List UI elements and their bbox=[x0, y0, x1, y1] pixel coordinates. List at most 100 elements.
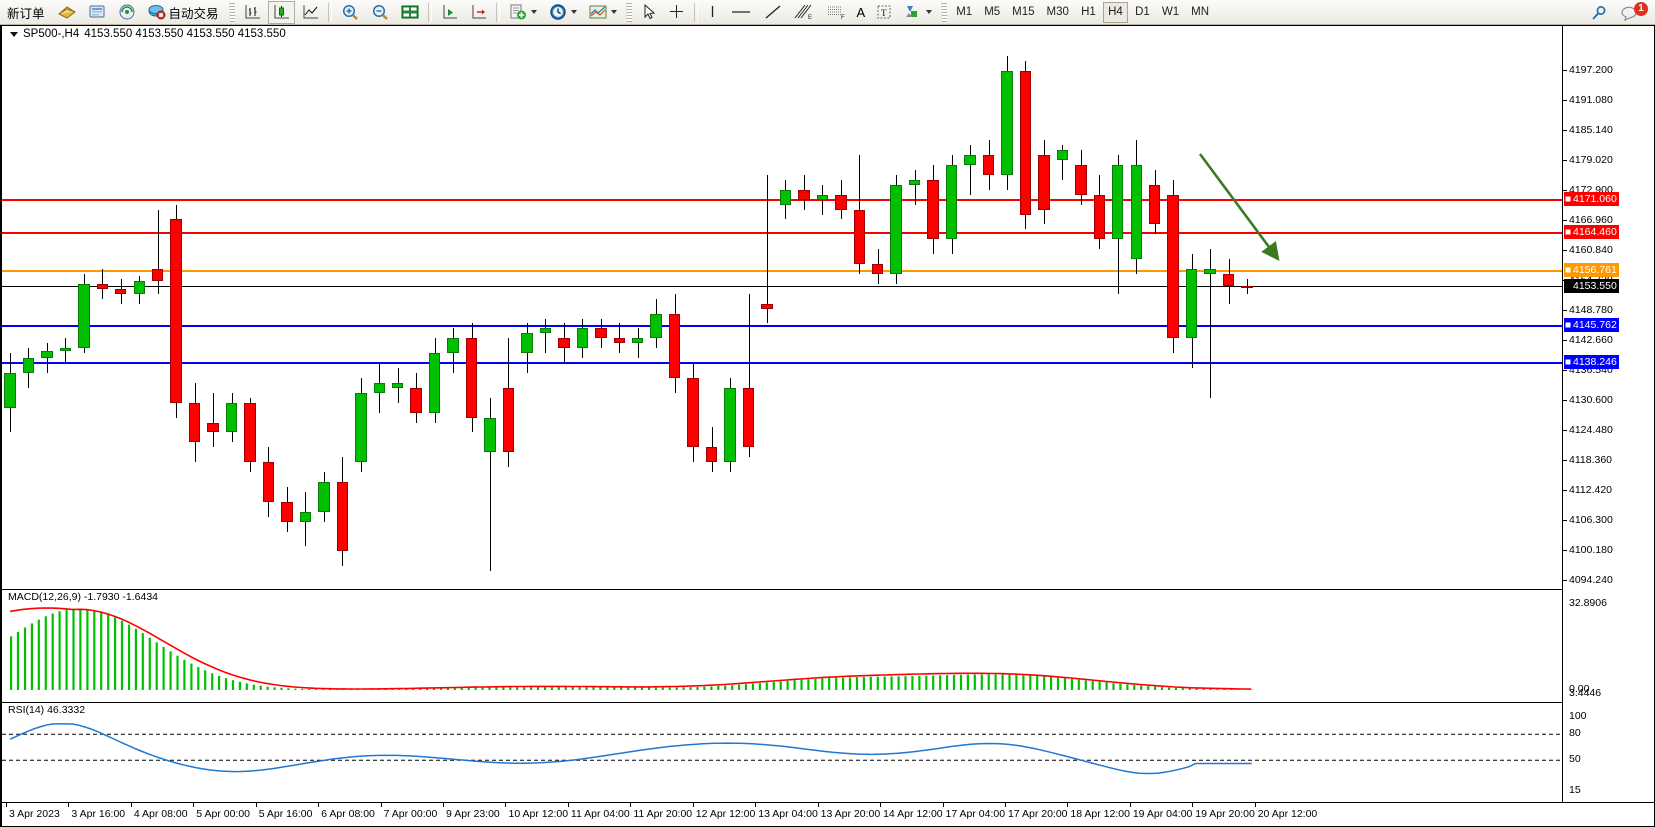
timeframe-h4[interactable]: H4 bbox=[1102, 1, 1128, 23]
new-order-button[interactable]: 新订单 bbox=[1, 1, 51, 24]
zoom-out-icon[interactable] bbox=[366, 1, 394, 24]
time-tick-label: 10 Apr 12:00 bbox=[508, 808, 569, 820]
candle-body bbox=[151, 268, 164, 282]
main-toolbar: 新订单 自动交易 bbox=[0, 0, 1655, 25]
candle-body bbox=[576, 328, 589, 349]
price-tick-label: 4094.240 bbox=[1569, 573, 1613, 586]
signals-icon[interactable] bbox=[53, 1, 81, 24]
zoom-in-icon[interactable] bbox=[336, 1, 364, 24]
price-level-handle[interactable] bbox=[1565, 322, 1571, 328]
timeframe-h1[interactable]: H1 bbox=[1081, 6, 1096, 18]
timeframe-d1[interactable]: D1 bbox=[1135, 6, 1150, 18]
toolbar-grip-2[interactable] bbox=[625, 2, 632, 22]
time-tick-mark bbox=[755, 803, 757, 807]
timeframe-m30[interactable]: M30 bbox=[1046, 6, 1069, 18]
new-order-label: 新订单 bbox=[7, 6, 45, 21]
price-level-handle[interactable] bbox=[1565, 229, 1571, 235]
time-tick-mark bbox=[1254, 803, 1256, 807]
mql5-community-icon[interactable] bbox=[113, 1, 141, 24]
price-level-line[interactable] bbox=[2, 286, 1564, 288]
text-icon[interactable]: A bbox=[856, 4, 866, 20]
time-tick-mark bbox=[193, 803, 195, 807]
price-level-handle[interactable] bbox=[1565, 359, 1571, 365]
bar-chart-icon[interactable] bbox=[239, 1, 266, 24]
chat-icon[interactable]: 1 bbox=[1615, 1, 1650, 24]
candle-body bbox=[1019, 70, 1032, 215]
time-tick-label: 13 Apr 20:00 bbox=[820, 808, 881, 820]
price-level-tag[interactable]: 4153.550 bbox=[1564, 279, 1619, 294]
scroll-end-icon[interactable] bbox=[436, 1, 463, 24]
candle-body bbox=[687, 377, 699, 448]
price-tick-mark bbox=[1563, 579, 1567, 581]
price-level-tag[interactable]: 4138.246 bbox=[1564, 354, 1619, 369]
candle-body bbox=[188, 402, 201, 443]
trendline-icon[interactable] bbox=[759, 1, 787, 24]
price-axis[interactable]: 4197.200 4191.080 4185.140 4179.020 4172.900… bbox=[1562, 26, 1654, 826]
price-level-handle[interactable] bbox=[1565, 267, 1571, 273]
time-tick-label: 3 Apr 2023 bbox=[9, 808, 60, 820]
chart-window[interactable]: SP500-,H4 4153.550 4153.550 4153.550 415… bbox=[0, 25, 1655, 827]
candlestick-icon[interactable] bbox=[267, 0, 295, 24]
line-chart-icon[interactable] bbox=[297, 1, 324, 24]
price-tick-label: 4185.140 bbox=[1569, 123, 1613, 136]
chevron-down-icon-3[interactable] bbox=[610, 10, 617, 14]
price-level-tag[interactable]: 4164.460 bbox=[1564, 225, 1619, 240]
time-tick-mark bbox=[380, 803, 382, 807]
crosshair-icon[interactable] bbox=[663, 1, 690, 24]
price-level-line[interactable] bbox=[2, 324, 1564, 327]
text-label-icon[interactable]: T bbox=[871, 1, 897, 24]
timeframe-mn[interactable]: MN bbox=[1191, 6, 1210, 18]
cursor-icon[interactable] bbox=[636, 1, 661, 24]
time-tick-mark bbox=[443, 803, 445, 807]
candle-body bbox=[705, 447, 718, 463]
price-level-handle[interactable] bbox=[1565, 196, 1571, 202]
price-tick-label: 4106.300 bbox=[1569, 514, 1613, 527]
price-tick-label: 4112.420 bbox=[1569, 483, 1613, 496]
timeframe-m5[interactable]: M5 bbox=[984, 6, 1001, 18]
chevron-down-icon[interactable] bbox=[530, 10, 537, 14]
chart-menu-caret-icon[interactable] bbox=[10, 31, 18, 37]
price-level-tag[interactable]: 4171.060 bbox=[1564, 192, 1619, 207]
time-tick-label: 13 Apr 04:00 bbox=[758, 808, 818, 820]
price-level-tag[interactable]: 4156.761 bbox=[1564, 263, 1619, 278]
templates-icon[interactable] bbox=[584, 1, 622, 24]
chevron-down-icon-2[interactable] bbox=[570, 10, 577, 14]
autotrading-button[interactable]: 自动交易 bbox=[143, 1, 225, 24]
candle-body bbox=[908, 179, 921, 185]
candle-body bbox=[595, 328, 607, 339]
equidistant-channel-icon[interactable]: E bbox=[789, 1, 819, 24]
price-level-line[interactable] bbox=[2, 270, 1564, 273]
search-icon[interactable] bbox=[1585, 1, 1613, 24]
candle-body bbox=[281, 501, 293, 522]
price-tick-label: 4148.780 bbox=[1569, 303, 1613, 316]
rsi-indicator-panel[interactable]: RSI(14) 46.3332 bbox=[2, 702, 1564, 802]
time-tick-label: 12 Apr 12:00 bbox=[695, 808, 756, 820]
fibonacci-icon[interactable]: F bbox=[821, 1, 851, 24]
candle-body bbox=[1222, 273, 1235, 287]
indicators-icon[interactable] bbox=[504, 1, 542, 24]
period-icon[interactable] bbox=[544, 1, 582, 24]
timeframe-m15[interactable]: M15 bbox=[1012, 6, 1035, 18]
price-level-line[interactable] bbox=[2, 361, 1564, 364]
vps-icon[interactable] bbox=[83, 1, 111, 24]
rsi-scale-label: 100 bbox=[1569, 710, 1587, 722]
price-level-tag[interactable]: 4145.762 bbox=[1564, 317, 1619, 332]
shapes-icon[interactable] bbox=[899, 1, 937, 24]
chevron-down-icon-4[interactable] bbox=[926, 10, 933, 14]
toolbar-grip-3[interactable] bbox=[941, 2, 948, 22]
macd-indicator-panel[interactable]: MACD(12,26,9) -1.7930 -1.6434 bbox=[2, 589, 1564, 702]
candle-wick bbox=[158, 209, 159, 294]
time-tick-label: 4 Apr 08:00 bbox=[133, 808, 188, 820]
timeframe-w1[interactable]: W1 bbox=[1161, 6, 1180, 18]
time-axis[interactable]: 3 Apr 2023 3 Apr 16:00 4 Apr 08:00 5 Apr 00… bbox=[2, 802, 1654, 826]
toolbar-grip[interactable] bbox=[228, 2, 235, 22]
time-tick-mark bbox=[318, 803, 320, 807]
timeframe-m1[interactable]: M1 bbox=[956, 6, 973, 18]
price-level-line[interactable] bbox=[2, 232, 1564, 235]
chart-shift-icon[interactable] bbox=[465, 1, 492, 24]
data-window-icon[interactable] bbox=[396, 1, 424, 24]
vertical-line-icon[interactable] bbox=[702, 1, 723, 24]
horizontal-line-icon[interactable] bbox=[725, 1, 757, 24]
rsi-plot bbox=[2, 723, 1564, 775]
candle-body bbox=[1204, 268, 1216, 274]
